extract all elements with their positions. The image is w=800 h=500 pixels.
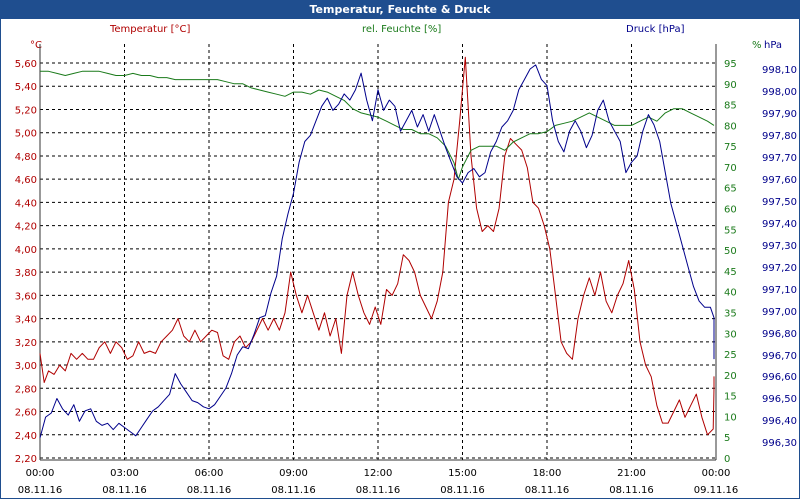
temperature-tick-label: 2,20 [15,454,37,465]
pressure-tick-label: 997,30 [762,241,797,252]
x-tick-time-label: 18:00 [533,468,562,479]
x-tick-time-label: 03:00 [110,468,139,479]
temperature-tick-label: 4,60 [15,175,37,186]
pressure-tick-label: 997,60 [762,175,797,186]
humidity-tick-label: 80 [724,121,737,132]
humidity-series-line [40,70,715,180]
temperature-tick-label: 2,40 [15,431,37,442]
pressure-tick-label: 997,90 [762,109,797,120]
pressure-tick-label: 996,70 [762,351,797,362]
pressure-tick-label: 997,10 [762,285,797,296]
x-tick-date-label: 08.11.16 [609,485,654,496]
temperature-tick-label: 3,40 [15,315,37,326]
temperature-tick-label: 3,20 [15,338,37,349]
humidity-tick-label: 45 [724,267,737,278]
x-tick-date-label: 08.11.16 [440,485,485,496]
pressure-tick-label: 998,00 [762,87,797,98]
humidity-tick-label: 25 [724,350,737,361]
x-tick-date-label: 08.11.16 [102,485,147,496]
x-tick-time-label: 06:00 [195,468,224,479]
temperature-axis-label: Temperatur [°C] [110,24,191,35]
humidity-tick-label: 5 [724,433,730,444]
temperature-unit: °C [30,40,42,51]
humidity-tick-label: 35 [724,308,737,319]
pressure-tick-label: 996,60 [762,372,797,383]
x-tick-time-label: 21:00 [617,468,646,479]
window-title: Temperatur, Feuchte & Druck [0,0,800,19]
pressure-tick-label: 996,80 [762,329,797,340]
x-tick-date-label: 08.11.16 [187,485,232,496]
pressure-tick-label: 997,70 [762,153,797,164]
humidity-tick-label: 75 [724,142,737,153]
x-tick-date-label: 09.11.16 [694,485,739,496]
temperature-tick-label: 3,00 [15,361,37,372]
humidity-tick-label: 70 [724,163,737,174]
pressure-axis-label: Druck [hPa] [626,24,685,35]
x-tick-time-label: 00:00 [702,468,731,479]
temperature-tick-label: 5,40 [15,82,37,93]
temperature-tick-label: 3,80 [15,268,37,279]
humidity-axis-label: rel. Feuchte [%] [362,24,442,35]
temperature-tick-label: 5,60 [15,59,37,70]
humidity-tick-label: 60 [724,205,737,216]
x-tick-time-label: 12:00 [364,468,393,479]
temperature-tick-label: 3,60 [15,291,37,302]
x-tick-date-label: 08.11.16 [18,485,63,496]
x-tick-date-label: 08.11.16 [356,485,401,496]
pressure-series-line [39,64,715,439]
pressure-tick-label: 996,30 [762,438,797,449]
humidity-tick-label: 85 [724,101,737,112]
humidity-tick-label: 20 [724,371,737,382]
temperature-series-line [39,56,715,436]
pressure-tick-label: 996,50 [762,394,797,405]
temperature-tick-label: 4,20 [15,222,37,233]
temperature-tick-label: 2,60 [15,408,37,419]
humidity-tick-label: 90 [724,80,737,91]
humidity-tick-label: 40 [724,288,737,299]
humidity-tick-label: 30 [724,329,737,340]
temperature-tick-label: 5,00 [15,129,37,140]
pressure-tick-label: 998,10 [762,65,797,76]
humidity-tick-label: 55 [724,225,737,236]
humidity-tick-label: 15 [724,392,737,403]
temperature-tick-label: 4,00 [15,245,37,256]
pressure-tick-label: 996,40 [762,416,797,427]
x-tick-time-label: 09:00 [279,468,308,479]
pressure-tick-label: 997,00 [762,307,797,318]
humidity-tick-label: 0 [724,454,730,465]
x-tick-time-label: 00:00 [26,468,55,479]
temperature-tick-label: 2,80 [15,384,37,395]
humidity-tick-label: 10 [724,412,737,423]
humidity-tick-label: 95 [724,59,737,70]
x-tick-date-label: 08.11.16 [271,485,316,496]
humidity-unit: % [752,40,762,51]
x-tick-time-label: 15:00 [448,468,477,479]
x-tick-date-label: 08.11.16 [525,485,570,496]
pressure-unit: hPa [764,40,783,51]
humidity-tick-label: 50 [724,246,737,257]
humidity-tick-label: 65 [724,184,737,195]
temperature-tick-label: 5,20 [15,105,37,116]
pressure-tick-label: 997,80 [762,131,797,142]
pressure-tick-label: 997,50 [762,197,797,208]
pressure-tick-label: 997,40 [762,219,797,230]
pressure-tick-label: 997,20 [762,263,797,274]
temperature-tick-label: 4,40 [15,198,37,209]
temperature-tick-label: 4,80 [15,152,37,163]
